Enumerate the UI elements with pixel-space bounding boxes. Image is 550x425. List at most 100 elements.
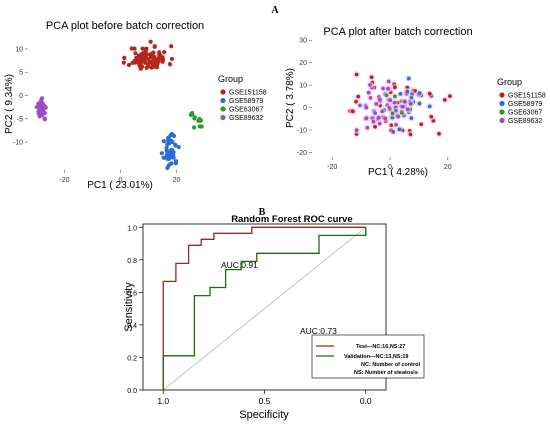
data-point: [368, 82, 372, 87]
pca-after-legend-swatch: [499, 109, 505, 115]
pca-after-legend-label: GSE58979: [508, 101, 542, 108]
data-point: [408, 102, 413, 106]
x-tick-label: 0: [388, 164, 392, 171]
roc-chart: Random Forest ROC curve 1.0 0.5 0.0 0.0 0.2…: [123, 214, 425, 421]
y-tick-label: 0: [19, 93, 23, 100]
pca-before-chart: PCA plot before batch correction -20 0 20 …: [4, 20, 267, 191]
roc-xlabel: Specificity: [239, 409, 289, 421]
data-point: [386, 79, 391, 84]
roc-y-tick-label: 0.2: [127, 355, 137, 362]
data-point: [121, 60, 126, 65]
data-point: [40, 101, 45, 106]
data-point: [164, 145, 169, 150]
data-point: [144, 52, 149, 57]
x-tick-label: -20: [327, 164, 337, 171]
data-point: [419, 122, 424, 127]
roc-legend-test-label: Test—NC:16,NS:27: [356, 344, 405, 350]
roc-y-tick-label: 0.0: [127, 388, 137, 395]
roc-ylabel: Sensitivity: [123, 282, 135, 332]
data-point: [377, 97, 382, 102]
data-point: [442, 98, 447, 102]
data-point: [167, 62, 173, 67]
pca-after-legend-swatch: [499, 92, 505, 98]
data-point: [148, 39, 153, 44]
roc-title: Random Forest ROC curve: [231, 214, 352, 225]
data-point: [173, 159, 179, 164]
data-point: [138, 65, 143, 70]
data-point: [384, 93, 389, 98]
y-tick-label: -5: [17, 116, 23, 123]
data-point: [402, 99, 407, 104]
pca-before-xlabel: PC1 ( 23.01%): [87, 180, 153, 191]
roc-y-tick-label: 0.4: [127, 323, 137, 330]
data-point: [354, 128, 359, 133]
data-point: [159, 151, 164, 156]
data-point: [373, 124, 377, 129]
data-point: [394, 122, 399, 127]
panel-label-a: A: [271, 5, 279, 16]
y-tick-label: 0: [303, 105, 307, 112]
pca-after-legend-label: GSE63067: [508, 110, 542, 117]
data-point: [152, 44, 157, 49]
data-point: [408, 132, 413, 137]
data-point: [138, 56, 143, 61]
data-point: [365, 125, 370, 130]
data-point: [162, 50, 167, 55]
pca-after-legend-label: GSE151158: [508, 93, 546, 100]
pca-before-legend-swatch: [220, 89, 226, 95]
data-point: [192, 116, 197, 121]
pca-before-legend-swatch: [220, 97, 226, 104]
data-point: [164, 154, 170, 160]
pca-after-plot-area: [312, 38, 494, 157]
data-point: [165, 141, 170, 147]
roc-legend: Test—NC:16,NS:27 Validation—NC:13,NS:19 …: [311, 334, 425, 379]
y-tick-label: 30: [299, 38, 307, 45]
data-point: [169, 147, 174, 153]
pca-after-legend-swatch: [499, 117, 505, 124]
data-point: [37, 106, 42, 112]
data-point: [386, 86, 390, 91]
data-point: [161, 155, 166, 160]
y-tick-label: -10: [297, 128, 307, 135]
data-point: [427, 104, 432, 109]
data-point: [400, 104, 405, 109]
data-point: [417, 101, 422, 106]
x-tick-label: -20: [59, 177, 69, 184]
data-point: [126, 62, 131, 68]
data-point: [390, 111, 395, 116]
data-point: [144, 46, 149, 51]
roc-y-tick-label: 0.6: [127, 290, 137, 297]
roc-legend-validation-label: Validation—NC:13,NS:19: [344, 354, 409, 360]
roc-validation-curve-auc-label: AUC:0.73: [300, 326, 337, 336]
panel-label-b: B: [259, 207, 266, 218]
data-point: [156, 59, 161, 64]
pca-after-title: PCA plot after batch correction: [323, 26, 472, 38]
data-point: [139, 52, 144, 57]
pca-before-title: PCA plot before batch correction: [46, 20, 204, 32]
data-point: [152, 64, 157, 69]
pca-before-legend-title: Group: [218, 74, 243, 84]
data-point: [350, 109, 355, 114]
data-point: [366, 90, 371, 95]
pca-after-legend-swatch: [499, 100, 505, 107]
data-point: [398, 92, 403, 96]
data-point: [377, 121, 382, 126]
data-point: [151, 58, 156, 63]
pca-before-legend-label: GSE89632: [229, 115, 263, 122]
pca-before-ylabel: PC2 ( 9.34%): [4, 74, 15, 134]
data-point: [164, 148, 169, 154]
data-point: [396, 114, 401, 119]
roc-x-tick-label: 0.0: [360, 396, 372, 406]
roc-x-tick-label: 0.5: [259, 396, 271, 406]
y-tick-label: 20: [299, 60, 307, 67]
data-point: [388, 98, 393, 103]
data-point: [38, 98, 44, 103]
data-point: [374, 102, 379, 106]
data-point: [354, 72, 359, 77]
data-point: [369, 75, 374, 80]
roc-legend-note-ns: NS: Number of steatosis: [354, 370, 418, 376]
pca-after-ylabel: PC2 ( 3.78%): [285, 68, 296, 128]
data-point: [364, 105, 369, 110]
data-point: [169, 138, 174, 143]
data-point: [406, 76, 411, 81]
